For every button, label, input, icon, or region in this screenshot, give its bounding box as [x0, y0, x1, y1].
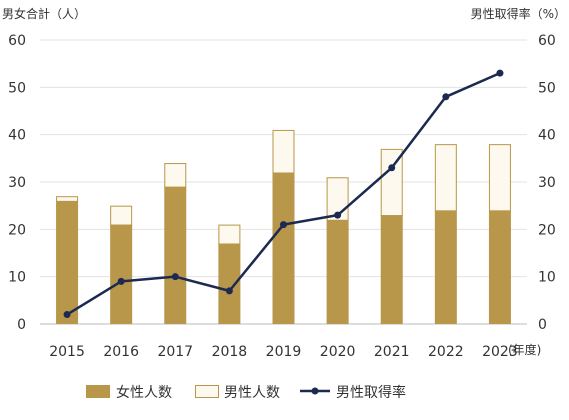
legend-swatch-male [195, 385, 219, 398]
legend: 女性人数 男性人数 男性取得率 [86, 384, 406, 401]
x-axis-tick-label: 2018 [212, 344, 248, 360]
left-axis-tick-label: 20 [8, 222, 26, 238]
bar-female [110, 224, 133, 324]
right-axis-tick-label: 20 [538, 222, 556, 238]
rate-line [63, 69, 504, 319]
left-axis-tick-label: 60 [8, 33, 26, 49]
rate-point [280, 221, 287, 229]
left-axis-tick-label: 10 [8, 270, 26, 286]
x-axis-tick-label: 2017 [157, 344, 193, 360]
bar-male [56, 196, 79, 202]
bar-female [56, 200, 79, 324]
left-axis-tick-label: 40 [8, 128, 26, 144]
bar-male [164, 163, 187, 188]
x-axis-tick-label: 2021 [374, 344, 410, 360]
rate-point [496, 69, 504, 77]
bars [56, 129, 511, 324]
x-axis-tick-label: 2023 [482, 344, 518, 360]
bar-male [488, 144, 511, 212]
bar-male [218, 224, 241, 245]
legend-marker-rate [311, 387, 319, 395]
right-axis-tick-label: 0 [538, 317, 547, 333]
left-axis-tick-label: 30 [8, 175, 26, 191]
bar-female [380, 215, 403, 324]
bar-male [434, 144, 457, 212]
bar-female [326, 219, 349, 324]
x-axis-tick-label: 2022 [428, 344, 464, 360]
legend-swatch-female [86, 385, 110, 398]
bar-female [488, 210, 511, 324]
right-axis-tick-label: 10 [538, 270, 556, 286]
rate-point [63, 311, 71, 319]
right-axis-tick-label: 40 [538, 128, 556, 144]
x-axis-unit: (年度) [508, 342, 541, 357]
left-axis-title: 男女合計（人） [2, 6, 86, 21]
bar-female [434, 210, 457, 324]
rate-point [117, 277, 125, 285]
bar-female [164, 186, 187, 324]
x-axis-tick-label: 2020 [320, 344, 356, 360]
rate-point [225, 287, 233, 295]
right-axis-title: 男性取得率（%） [471, 6, 566, 21]
legend-label-female: 女性人数 [116, 384, 172, 401]
x-axis-tick-label: 2016 [103, 344, 139, 360]
x-axis-ticks: 2015 2016 2017 2018 2019 2020 2021 2022 2023 [49, 344, 518, 360]
rate-point [442, 93, 450, 101]
bar-male [110, 205, 133, 226]
right-axis-tick-label: 60 [538, 33, 556, 49]
bar-female [272, 172, 295, 324]
legend-label-rate: 男性取得率 [336, 384, 406, 401]
left-axis-tick-label: 50 [8, 80, 26, 96]
x-axis-tick-label: 2015 [49, 344, 85, 360]
right-axis-tick-label: 30 [538, 175, 556, 191]
right-axis-tick-label: 50 [538, 80, 556, 96]
rate-point [171, 273, 179, 281]
rate-point [388, 164, 396, 172]
legend-label-male: 男性人数 [224, 385, 280, 401]
left-axis-tick-label: 0 [17, 317, 26, 333]
rate-point [334, 211, 342, 219]
left-axis-ticks: 0 10 20 30 40 50 60 [8, 33, 26, 333]
right-axis-ticks: 0 10 20 30 40 50 60 [538, 33, 556, 333]
bar-female [218, 243, 241, 324]
x-axis-tick-label: 2019 [266, 344, 302, 360]
bar-male [272, 129, 295, 174]
